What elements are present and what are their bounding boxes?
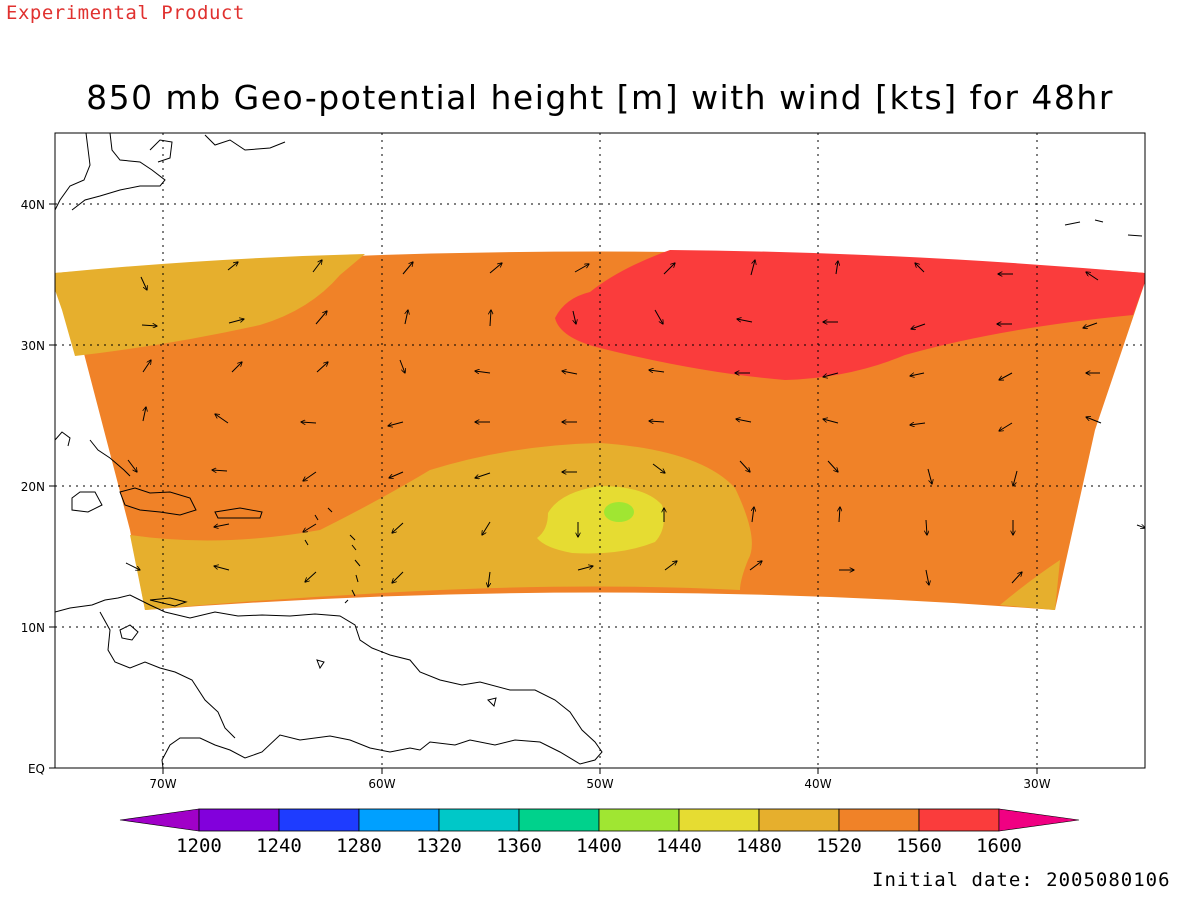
- colorbar-label: 1600: [976, 835, 1022, 857]
- field-1600: [555, 250, 1145, 380]
- y-tick-20n: 20N: [21, 480, 45, 494]
- colorbar-label: 1400: [576, 835, 622, 857]
- gridlines: [55, 133, 1145, 768]
- colorbar-label: 1560: [896, 835, 942, 857]
- colorbar-label: 1240: [256, 835, 302, 857]
- y-tick-40n: 40N: [21, 198, 45, 212]
- colorbar-swatches: [119, 808, 1080, 832]
- colorbar-swatch: [678, 808, 760, 832]
- colorbar-swatch: [358, 808, 440, 832]
- colorbar-swatch: [198, 808, 280, 832]
- colorbar-label: 1440: [656, 835, 702, 857]
- colorbar-over-triangle: [998, 808, 1080, 832]
- colorbar-swatch: [598, 808, 680, 832]
- map-title: 850 mb Geo-potential height [m] with win…: [86, 78, 1114, 117]
- colorbar-swatch: [758, 808, 840, 832]
- x-tick-70w: 70W: [149, 777, 176, 791]
- colorbar-swatch: [918, 808, 1000, 832]
- experimental-product-label: Experimental Product: [6, 2, 245, 24]
- colorbar-swatch: [438, 808, 520, 832]
- field-1520-nw: [55, 254, 365, 356]
- x-tick-60w: 60W: [368, 777, 395, 791]
- colorbar-swatch: [838, 808, 920, 832]
- y-tick-30n: 30N: [21, 339, 45, 353]
- colorbar-label: 1320: [416, 835, 462, 857]
- colorbar-label: 1360: [496, 835, 542, 857]
- field-1520-se: [1000, 560, 1060, 610]
- colorbar-swatch: [278, 808, 360, 832]
- colorbar-label: 1280: [336, 835, 382, 857]
- y-tick-10n: 10N: [21, 621, 45, 635]
- x-tick-30w: 30W: [1023, 777, 1050, 791]
- field-1440: [604, 502, 634, 522]
- colorbar-label: 1200: [176, 835, 222, 857]
- x-tick-50w: 50W: [586, 777, 613, 791]
- colorbar-under-triangle: [119, 808, 200, 832]
- field-1520-s: [130, 443, 752, 610]
- x-tick-40w: 40W: [804, 777, 831, 791]
- colorbar-label: 1520: [816, 835, 862, 857]
- coastlines: [55, 133, 1143, 768]
- wind-vectors: [125, 260, 1145, 587]
- axis-ticks: [49, 203, 1038, 774]
- height-field: [55, 250, 1145, 610]
- initial-date-label: Initial date: 2005080106: [872, 869, 1171, 891]
- y-tick-eq: EQ: [28, 762, 45, 776]
- colorbar-swatch: [518, 808, 600, 832]
- colorbar-labels: 1200 1240 1280 1320 1360 1400 1440 1480 …: [176, 835, 1022, 857]
- colorbar-label: 1480: [736, 835, 782, 857]
